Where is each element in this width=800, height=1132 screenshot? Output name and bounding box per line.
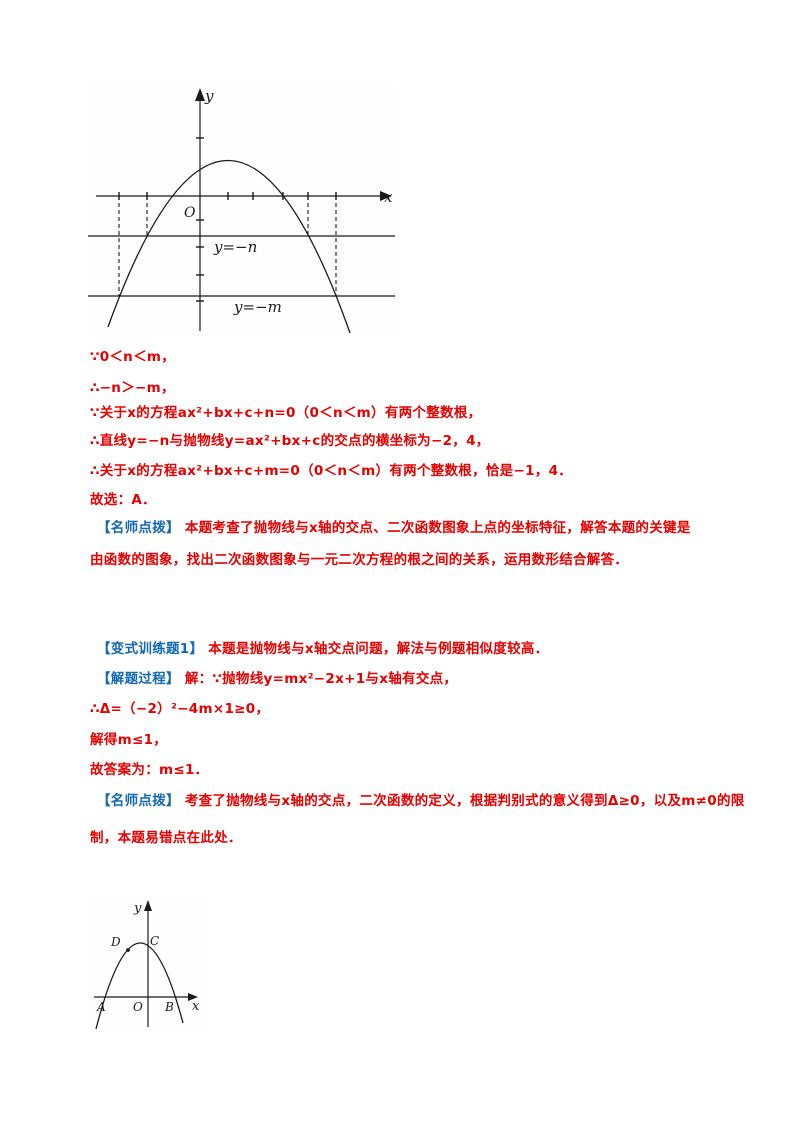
variant-exercise-header: 【变式训练题1】 本题是抛物线与x轴交点问题，解法与例题相似度较高． — [97, 637, 549, 657]
y-axis-ticks — [196, 137, 204, 302]
figure2-x-axis-label: x — [192, 999, 200, 1014]
figure1-line-n-label: y=−n — [213, 238, 257, 256]
solution1-teacher-note: 【名师点拨】 本题考查了抛物线与x轴的交点、二次函数图象上点的坐标特征，解答本题的… — [97, 516, 691, 536]
x-axis-arrow — [380, 191, 392, 201]
parabola-curve-2 — [95, 942, 184, 1030]
solution1-step1: ∵0＜n＜m， — [90, 349, 176, 365]
variant-exercise-label: 【变式训练题1】 — [97, 641, 204, 657]
figure1-line-m-label: y=−m — [233, 298, 282, 316]
solution1-step4: ∴直线y=−n与抛物线y=ax²+bx+c的交点的横坐标为−2，4， — [90, 433, 490, 449]
figure-parabola-with-horizontal-lines: y x O y=−n y=−m — [88, 85, 395, 335]
solution2-teacher-note-line2: 制，本题易错点在此处． — [90, 830, 242, 846]
solution1-step3: ∵关于x的方程ax²+bx+c+n=0（0＜n＜m）有两个整数根， — [90, 405, 482, 421]
figure2-origin-label: O — [133, 1000, 143, 1014]
figure2-point-c-label: C — [150, 934, 159, 948]
y-axis-arrow — [195, 88, 205, 101]
teacher-note-label: 【名师点拨】 — [97, 520, 180, 536]
figure1-origin-label: O — [184, 205, 196, 221]
teacher-note-label-2: 【名师点拨】 — [97, 793, 180, 809]
solution1-step5: ∴关于x的方程ax²+bx+c+m=0（0＜n＜m）有两个整数根，恰是−1，4． — [90, 463, 573, 479]
figure2-point-b-label: B — [164, 1000, 174, 1014]
solution1-teacher-note-line2: 由函数的图象，找出二次函数图象与一元二次方程的根之间的关系，运用数形结合解答． — [90, 552, 629, 568]
variant-exercise-text: 本题是抛物线与x轴交点问题，解法与例题相似度较高． — [208, 641, 549, 657]
solution2-teacher-note: 【名师点拨】 考查了抛物线与x轴的交点，二次函数的定义，根据判别式的意义得到Δ≥0… — [97, 789, 745, 809]
figure-parabola-points-abcd: y x O A B C D — [88, 897, 203, 1032]
figure1-x-axis-label: x — [384, 188, 393, 206]
y-axis-arrow-2 — [144, 900, 152, 911]
solution-process-label: 【解题过程】 — [97, 671, 180, 687]
solution-process-text: 解：∵抛物线y=mx²−2x+1与x轴有交点， — [184, 671, 458, 687]
x-axis-arrow-2 — [188, 993, 198, 1001]
figure2-y-axis-label: y — [133, 901, 142, 916]
parabola-curve — [107, 159, 351, 334]
teacher-note-text-2: 考查了抛物线与x轴的交点，二次函数的定义，根据判别式的意义得到Δ≥0，以及m≠0… — [184, 793, 745, 809]
solution2-step2: 解得m≤1， — [90, 732, 168, 748]
point-d-dot — [126, 948, 130, 952]
figure2-point-d-label: D — [110, 935, 121, 949]
solution2-step3: 故答案为：m≤1． — [90, 762, 209, 778]
solution2-step1: ∴Δ=（−2）²−4m×1≥0， — [90, 701, 270, 717]
solution1-step2: ∴−n＞−m， — [90, 380, 175, 396]
figure1-y-axis-label: y — [204, 87, 214, 105]
x-axis-ticks — [118, 192, 337, 200]
solution1-answer: 故选：A． — [90, 492, 156, 508]
figure1-canvas: y x O y=−n y=−m — [88, 87, 395, 334]
solution-process-header: 【解题过程】 解：∵抛物线y=mx²−2x+1与x轴有交点， — [97, 667, 457, 687]
teacher-note-text: 本题考查了抛物线与x轴的交点、二次函数图象上点的坐标特征，解答本题的关键是 — [184, 520, 691, 536]
figure2-point-a-label: A — [96, 1000, 106, 1014]
figure2-canvas: y x O A B C D — [94, 900, 200, 1030]
